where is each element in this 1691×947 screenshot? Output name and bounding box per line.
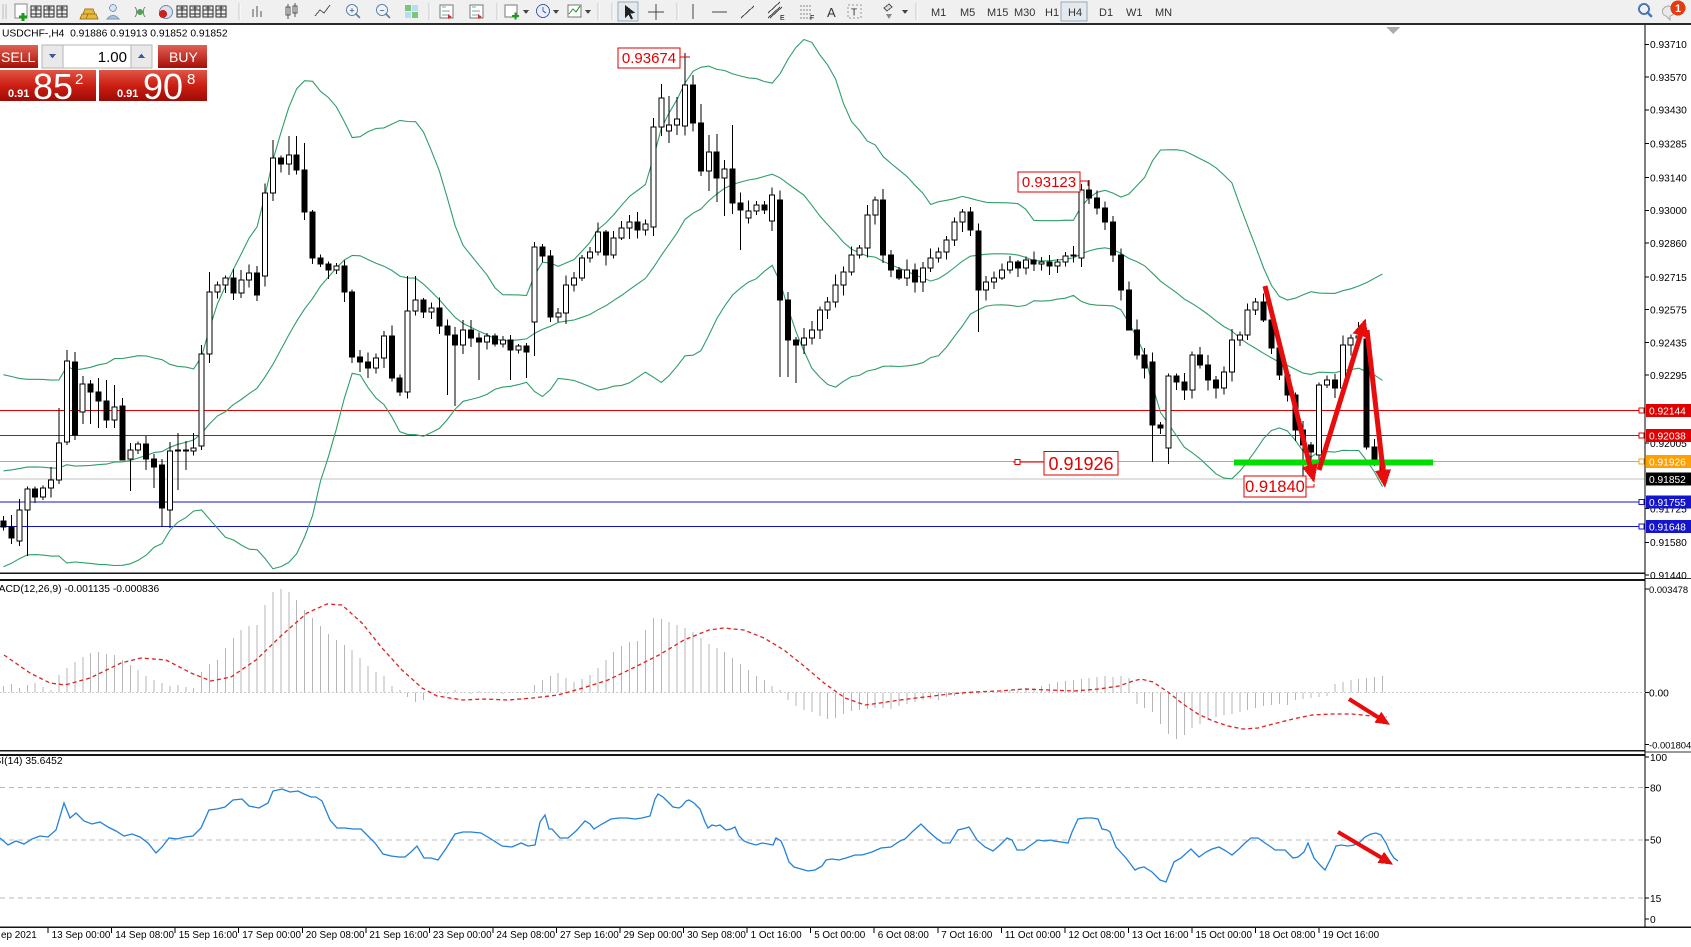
svg-text:13 Sep 00:00: 13 Sep 00:00 (52, 930, 111, 941)
svg-text:15 Sep 16:00: 15 Sep 16:00 (179, 930, 238, 941)
svg-text:0.93000: 0.93000 (1650, 206, 1687, 217)
svg-text:0.92860: 0.92860 (1650, 239, 1687, 250)
svg-text:21 Sep 16:00: 21 Sep 16:00 (369, 930, 428, 941)
svg-text:A: A (827, 5, 836, 20)
svg-text:RSI(14) 35.6452: RSI(14) 35.6452 (0, 756, 63, 767)
svg-text:19 Oct 16:00: 19 Oct 16:00 (1323, 930, 1380, 941)
svg-text:-0.001804: -0.001804 (1649, 739, 1691, 750)
svg-text:0.92715: 0.92715 (1650, 273, 1687, 284)
svg-text:2: 2 (75, 71, 83, 88)
svg-text:F: F (810, 15, 814, 22)
svg-text:29 Sep 00:00: 29 Sep 00:00 (624, 930, 683, 941)
svg-text:27 Sep 16:00: 27 Sep 16:00 (560, 930, 619, 941)
svg-text:85: 85 (33, 66, 73, 107)
svg-text:0.91926: 0.91926 (1048, 454, 1113, 474)
svg-text:0.91755: 0.91755 (1649, 498, 1686, 509)
svg-text:23 Sep 00:00: 23 Sep 00:00 (433, 930, 492, 941)
svg-text:0.93140: 0.93140 (1650, 173, 1687, 184)
svg-text:+: + (349, 6, 354, 16)
svg-text:30 Sep 08:00: 30 Sep 08:00 (687, 930, 746, 941)
svg-text:18 Oct 08:00: 18 Oct 08:00 (1259, 930, 1316, 941)
svg-text:1 Oct 16:00: 1 Oct 16:00 (751, 930, 803, 941)
svg-text:14 Sep 08:00: 14 Sep 08:00 (115, 930, 174, 941)
svg-text:0.91: 0.91 (8, 88, 29, 100)
svg-text:0.91440: 0.91440 (1650, 571, 1687, 582)
svg-text:12 Oct 08:00: 12 Oct 08:00 (1068, 930, 1125, 941)
svg-text:0.91: 0.91 (117, 88, 138, 100)
svg-text:90: 90 (143, 66, 183, 107)
svg-text:5 Oct 00:00: 5 Oct 00:00 (814, 930, 866, 941)
svg-text:0.00: 0.00 (1649, 688, 1669, 699)
svg-text:MN: MN (1155, 7, 1172, 19)
svg-text:0.91725: 0.91725 (1650, 504, 1687, 515)
svg-text:0.92435: 0.92435 (1650, 338, 1687, 349)
svg-text:M5: M5 (960, 7, 975, 19)
svg-text:−: − (379, 6, 384, 16)
svg-text:13 Oct 16:00: 13 Oct 16:00 (1132, 930, 1189, 941)
svg-text:W1: W1 (1126, 7, 1143, 19)
svg-text:ep 2021: ep 2021 (1, 930, 37, 941)
svg-text:0.93123: 0.93123 (1022, 174, 1076, 191)
svg-text:M1: M1 (931, 7, 946, 19)
svg-text:M15: M15 (987, 7, 1008, 19)
svg-text:0.91926: 0.91926 (1649, 457, 1686, 468)
svg-text:100: 100 (1650, 753, 1667, 764)
svg-text:0.92038: 0.92038 (1649, 431, 1686, 442)
svg-text:E: E (780, 15, 785, 22)
svg-text:15 Oct 00:00: 15 Oct 00:00 (1196, 930, 1253, 941)
svg-text:50: 50 (1650, 836, 1662, 847)
svg-text:0.003478: 0.003478 (1649, 584, 1688, 595)
svg-text:D1: D1 (1099, 7, 1113, 19)
svg-text:24 Sep 08:00: 24 Sep 08:00 (496, 930, 555, 941)
svg-text:H4: H4 (1068, 7, 1082, 19)
svg-text:0.93710: 0.93710 (1650, 40, 1687, 51)
svg-text:1: 1 (1675, 3, 1681, 15)
svg-text:0: 0 (1650, 915, 1656, 926)
svg-text:0.92575: 0.92575 (1650, 306, 1687, 317)
svg-text:0.91580: 0.91580 (1650, 538, 1687, 549)
svg-text:11 Oct 00:00: 11 Oct 00:00 (1005, 930, 1061, 941)
svg-text:BUY: BUY (169, 49, 198, 65)
svg-text:0.93674: 0.93674 (622, 50, 676, 67)
svg-text:0.92005: 0.92005 (1650, 439, 1687, 450)
svg-text:1.00: 1.00 (98, 49, 127, 66)
svg-text:17 Sep 00:00: 17 Sep 00:00 (242, 930, 301, 941)
svg-text:0.91648: 0.91648 (1649, 522, 1686, 533)
svg-text:T: T (851, 8, 857, 19)
svg-text:0.92295: 0.92295 (1650, 371, 1687, 382)
svg-text:0.92144: 0.92144 (1649, 406, 1686, 417)
svg-text:0.91852: 0.91852 (1649, 475, 1686, 486)
svg-text:H1: H1 (1045, 7, 1059, 19)
svg-text:80: 80 (1650, 784, 1662, 795)
svg-text:MACD(12,26,9) -0.001135 -0.000: MACD(12,26,9) -0.001135 -0.000836 (0, 584, 160, 595)
svg-text:M30: M30 (1014, 7, 1035, 19)
svg-text:15: 15 (1650, 894, 1662, 905)
svg-text:0.93285: 0.93285 (1650, 140, 1687, 151)
svg-text:SELL: SELL (1, 49, 35, 65)
svg-text:0.93570: 0.93570 (1650, 73, 1687, 84)
svg-text:0.91840: 0.91840 (1245, 478, 1305, 496)
svg-text:20 Sep 08:00: 20 Sep 08:00 (306, 930, 365, 941)
svg-text:7 Oct 16:00: 7 Oct 16:00 (941, 930, 993, 941)
svg-text:0.93430: 0.93430 (1650, 106, 1687, 117)
svg-text:8: 8 (187, 71, 195, 88)
svg-text:USDCHF-,H4 0.91886 0.91913 0.: USDCHF-,H4 0.91886 0.91913 0.91852 0.918… (2, 29, 228, 40)
svg-text:6 Oct 08:00: 6 Oct 08:00 (878, 930, 930, 941)
